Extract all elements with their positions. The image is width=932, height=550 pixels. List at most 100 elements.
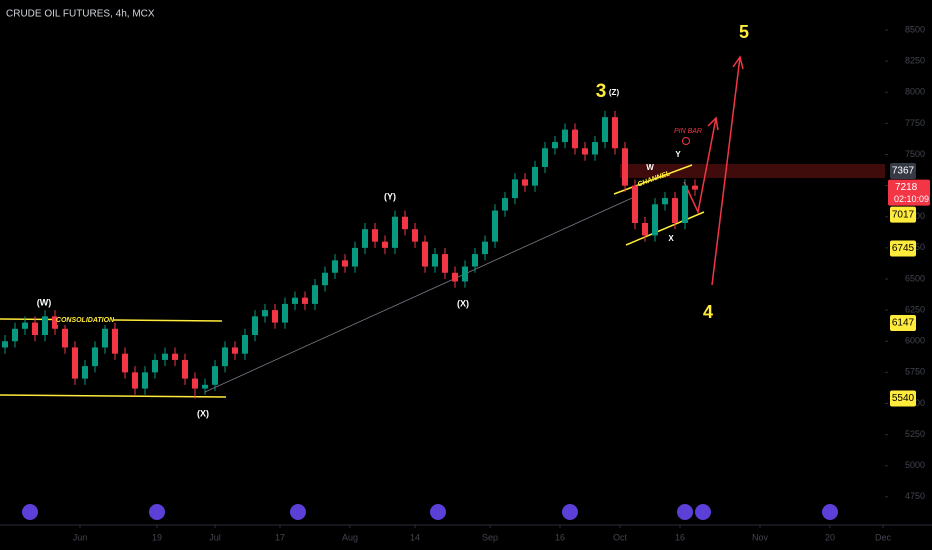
- candle-body: [92, 347, 98, 367]
- candle-body: [72, 347, 78, 379]
- pin-bar-marker: [682, 137, 690, 145]
- candle-body: [22, 322, 28, 329]
- candle-body: [282, 303, 288, 323]
- countdown: 02:10:09: [894, 194, 929, 204]
- candle-body: [372, 229, 378, 242]
- candle-body: [232, 347, 238, 354]
- price-level-label: 5540: [892, 393, 915, 404]
- wave-label: X: [668, 234, 674, 243]
- candle-body: [532, 166, 538, 186]
- y-tick-label: 5000: [905, 460, 925, 470]
- candle-body: [182, 359, 188, 379]
- wave-label: 4: [703, 302, 713, 322]
- consolidation-bottom: [0, 394, 227, 398]
- candle-body: [152, 359, 158, 373]
- x-tick-label: Jun: [73, 532, 88, 542]
- wave-label: 3: [596, 81, 607, 102]
- candle-body: [592, 142, 598, 155]
- y-tick-label: 6500: [905, 273, 925, 283]
- wave-label: CONSOLIDATION: [56, 317, 115, 324]
- candle-body: [332, 260, 338, 273]
- y-tick-label: 5750: [905, 367, 925, 377]
- x-tick-label: Oct: [613, 532, 628, 542]
- wave-label: 5: [739, 22, 749, 42]
- x-tick-label: 17: [275, 532, 285, 542]
- candle-body: [52, 316, 58, 329]
- candle-body: [522, 179, 528, 186]
- candle-body: [442, 254, 448, 273]
- candle-body: [412, 229, 418, 242]
- y-tick-label: 8250: [905, 56, 925, 66]
- wave-label: (X): [197, 408, 209, 418]
- candle-body: [212, 366, 218, 385]
- y-tick-label: 5250: [905, 429, 925, 439]
- candle-body: [482, 241, 488, 255]
- y-tick-label: 8500: [905, 24, 925, 34]
- candle-body: [432, 254, 438, 267]
- candle-body: [222, 347, 228, 367]
- x-tick-label: 19: [152, 532, 162, 542]
- candle-body: [272, 310, 278, 323]
- candle-body: [542, 148, 548, 167]
- arrow-head: [707, 116, 719, 131]
- candle-body: [572, 129, 578, 149]
- candle-body: [142, 372, 148, 389]
- candle-body: [512, 179, 518, 199]
- price-level-box: [890, 240, 916, 257]
- candle-body: [252, 316, 258, 336]
- trend-line: [204, 197, 633, 393]
- candle-body: [32, 322, 38, 336]
- price-level-box: [890, 163, 916, 180]
- price-axis: [885, 0, 932, 525]
- candle-body: [202, 384, 208, 389]
- candle-body: [122, 353, 128, 373]
- wave-label: (W): [37, 297, 52, 307]
- candle-body: [402, 216, 408, 230]
- candle-body: [12, 328, 18, 342]
- price-level-box: [890, 314, 916, 331]
- y-tick-label: 7750: [905, 118, 925, 128]
- y-tick-label: 4750: [905, 491, 925, 501]
- candle-body: [42, 316, 48, 336]
- candle-body: [322, 272, 328, 286]
- wave-label: Y: [675, 150, 681, 159]
- candle-body: [102, 328, 108, 348]
- candle-body: [192, 378, 198, 389]
- y-tick-label: 6250: [905, 304, 925, 314]
- event-icons: [22, 504, 838, 520]
- candle-body: [682, 185, 688, 223]
- candle-body: [502, 198, 508, 211]
- candle-body: [162, 353, 168, 360]
- candle-body: [242, 335, 248, 354]
- wave-label: (Y): [384, 191, 396, 201]
- candle-body: [382, 241, 388, 248]
- candle-body: [642, 222, 648, 236]
- x-tick-label: Dec: [875, 532, 892, 542]
- arrow-path: [711, 56, 741, 286]
- candle-body: [362, 229, 368, 248]
- candle-body: [312, 285, 318, 304]
- candle-body: [2, 341, 8, 348]
- wave-label: PIN BAR: [674, 128, 702, 135]
- price-level-label: 6147: [892, 318, 915, 329]
- arrow-path: [683, 117, 717, 215]
- candle-body: [352, 247, 358, 267]
- arrow-head: [732, 55, 744, 70]
- last-price-box: [888, 179, 930, 206]
- candle-body: [292, 297, 298, 304]
- y-tick-label: 7500: [905, 149, 925, 159]
- candle-body: [652, 204, 658, 236]
- candle-body: [302, 297, 308, 304]
- candle-body: [422, 241, 428, 267]
- price-level-label: 7017: [892, 209, 915, 220]
- candle-body: [472, 254, 478, 267]
- x-tick-label: Jul: [209, 532, 221, 542]
- x-tick-label: 16: [675, 532, 685, 542]
- wave-label: (Z): [609, 88, 620, 97]
- price-level-label: 6745: [892, 243, 915, 254]
- x-tick-label: 20: [825, 532, 835, 542]
- candle-body: [582, 148, 588, 155]
- candle-body: [462, 266, 468, 282]
- x-tick-label: 16: [555, 532, 565, 542]
